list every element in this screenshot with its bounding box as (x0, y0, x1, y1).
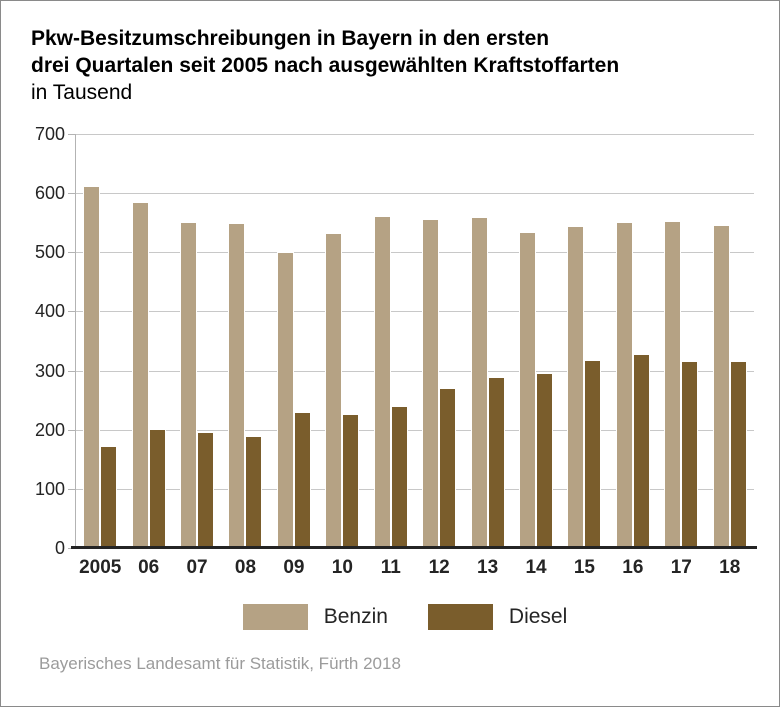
bar-group-15 (560, 134, 608, 548)
bar-group-13 (463, 134, 511, 548)
bar-diesel-13 (487, 377, 505, 548)
bar-benzin-18 (712, 225, 730, 548)
bar-benzin-08 (228, 223, 246, 548)
bar-diesel-17 (681, 361, 699, 548)
bar-series (76, 134, 754, 548)
x-axis-label-16: 16 (622, 557, 644, 578)
y-axis-label-600: 600 (34, 183, 65, 204)
bar-group-16 (609, 134, 657, 548)
y-tick-500 (68, 252, 75, 254)
x-axis-label-18: 18 (719, 557, 741, 578)
x-axis-label-15: 15 (573, 557, 595, 578)
bar-diesel-06 (148, 428, 166, 548)
bar-group-07 (173, 134, 221, 548)
y-tick-200 (68, 429, 75, 431)
x-axis-label-06: 06 (138, 557, 160, 578)
bar-benzin-10 (325, 232, 343, 548)
legend-item-diesel: Diesel (427, 604, 568, 630)
bar-group-08 (221, 134, 269, 548)
y-axis-label-100: 100 (34, 478, 65, 499)
gridline-700 (76, 134, 754, 135)
y-tick-400 (68, 311, 75, 313)
x-axis-label-10: 10 (331, 557, 353, 578)
gridline-400 (76, 311, 754, 313)
y-axis-label-500: 500 (34, 242, 65, 263)
bar-benzin-14 (519, 231, 536, 548)
chart-title-line-2: drei Quartalen seit 2005 nach ausgewählt… (31, 54, 620, 77)
bar-benzin-06 (131, 202, 149, 548)
x-axis-label-09: 09 (283, 557, 305, 578)
y-tick-300 (68, 370, 75, 372)
bar-diesel-08 (245, 435, 263, 548)
x-axis-line (71, 546, 757, 549)
title-block: Pkw-Besitzumschreibungen in Bayern in de… (31, 25, 619, 106)
bar-benzin-17 (664, 220, 682, 548)
y-axis-label-0: 0 (54, 538, 65, 558)
legend-swatch-diesel (427, 604, 493, 630)
y-axis-label-400: 400 (34, 301, 65, 322)
bar-group-06 (124, 134, 172, 548)
legend-item-benzin: Benzin (242, 604, 388, 630)
x-axis-label-14: 14 (525, 557, 547, 578)
x-axis-label-07: 07 (186, 557, 208, 578)
bar-group-2005 (76, 134, 124, 548)
y-axis-label-200: 200 (34, 419, 65, 440)
x-axis-label-11: 11 (380, 557, 401, 578)
chart-subtitle: in Tausend (31, 81, 133, 104)
bar-diesel-15 (584, 359, 602, 548)
legend-label-diesel: Diesel (508, 605, 568, 628)
x-axis-label-08: 08 (234, 557, 257, 578)
bar-diesel-10 (342, 413, 360, 548)
bar-benzin-2005 (83, 185, 101, 548)
bar-benzin-16 (615, 221, 633, 548)
gridline-100 (76, 488, 754, 490)
y-axis-line (75, 134, 76, 548)
bar-group-12 (415, 134, 463, 548)
legend-label-benzin: Benzin (323, 605, 388, 628)
bar-benzin-12 (422, 218, 440, 548)
bar-benzin-07 (180, 222, 198, 548)
gridline-300 (76, 370, 754, 372)
y-tick-100 (68, 488, 75, 490)
legend-swatch-benzin (242, 604, 308, 630)
bar-diesel-18 (729, 360, 747, 548)
bar-group-18 (705, 134, 753, 548)
source-note: Bayerisches Landesamt für Statistik, Für… (39, 654, 401, 673)
bar-group-11 (367, 134, 415, 548)
gridline-500 (76, 252, 754, 254)
x-axis-label-12: 12 (428, 557, 450, 578)
bar-diesel-09 (293, 412, 311, 548)
y-axis-label-700: 700 (34, 124, 65, 144)
bar-group-10 (318, 134, 366, 548)
y-tick-700 (68, 134, 75, 135)
legend: Benzin Diesel (1, 604, 779, 630)
chart-title-line-1: Pkw-Besitzumschreibungen in Bayern in de… (31, 27, 550, 50)
bar-diesel-2005 (100, 446, 118, 548)
gridline-200 (76, 429, 754, 431)
bar-diesel-12 (439, 387, 457, 548)
bar-benzin-11 (373, 215, 391, 548)
bar-benzin-09 (276, 252, 294, 548)
x-axis-label-13: 13 (477, 557, 499, 578)
bar-benzin-15 (567, 225, 585, 548)
bar-diesel-11 (390, 405, 408, 548)
bar-group-09 (270, 134, 318, 548)
plot-area (76, 134, 754, 548)
bar-group-14 (512, 134, 560, 548)
y-axis-label-300: 300 (34, 360, 65, 381)
bar-diesel-16 (632, 354, 650, 548)
x-axis-label-2005: 2005 (79, 557, 122, 578)
bar-diesel-14 (536, 372, 553, 548)
bar-diesel-07 (197, 431, 215, 548)
x-axis-label-17: 17 (670, 557, 692, 578)
y-tick-600 (68, 193, 75, 195)
bar-group-17 (657, 134, 705, 548)
bar-benzin-13 (470, 217, 488, 548)
x-axis-labels: 2005 06 07 08 09 10 11 12 13 14 15 16 17 18 (76, 557, 754, 579)
gridline-600 (76, 193, 754, 195)
